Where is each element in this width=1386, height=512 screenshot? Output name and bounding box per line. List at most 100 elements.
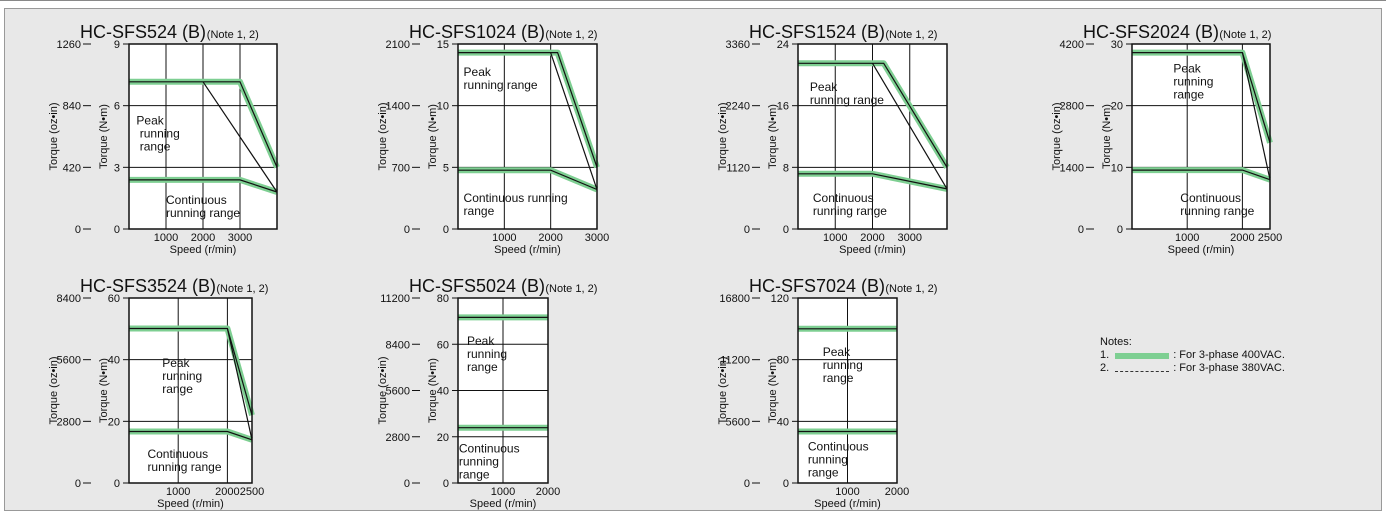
chart-1-y-axis-title-nm: Torque (N•m) xyxy=(98,104,110,169)
chart-3-drop-line-380vac xyxy=(871,62,948,190)
chart-2-x-tick-label-1: 2000 xyxy=(538,232,562,244)
chart-2-series-continuous-380vac xyxy=(458,169,598,191)
chart-5-y-tick-label-2: 40 xyxy=(108,355,120,367)
chart-5-series-peak-380vac xyxy=(129,327,253,416)
chart-4-continuous-region-label: Continuous running range xyxy=(1180,191,1254,218)
chart-6-y-axis-title-ozin: Torque (oz•in) xyxy=(377,356,389,424)
chart-1-series-peak-380vac xyxy=(129,81,278,168)
note-item-1-text: : For 3-phase 400VAC. xyxy=(1173,349,1285,361)
chart-7-note: (Note 1, 2) xyxy=(885,283,937,295)
legend-swatch-380vac xyxy=(1115,371,1170,372)
chart-3-title: HC-SFS1524 (B) xyxy=(749,22,885,42)
chart-2-oz-tick-label-0: 0 xyxy=(404,224,410,236)
chart-5-x-tick-label-2: 2500 xyxy=(240,486,264,498)
chart-1-oz-tick-label-1: 420 xyxy=(63,162,81,174)
chart-7-x-tick-label-1: 2000 xyxy=(885,486,909,498)
chart-4-x-axis-title: Speed (r/min) xyxy=(1168,244,1235,256)
chart-6-oz-tick-label-4: 11200 xyxy=(380,293,410,305)
chart-3-x-tick-label-1: 2000 xyxy=(860,232,884,244)
chart-5-y-tick-label-0: 0 xyxy=(114,478,120,490)
chart-6-y-tick-label-0: 0 xyxy=(443,478,449,490)
chart-6-oz-tick-label-0: 0 xyxy=(404,478,410,490)
chart-2-series-peak-380vac xyxy=(458,51,598,168)
chart-1-title: HC-SFS524 (B) xyxy=(80,22,206,42)
chart-7-continuous-region-label: Continuous running range xyxy=(808,439,869,479)
chart-1-y-tick-label-1: 3 xyxy=(114,162,120,174)
note-item-2-number: 2. xyxy=(1100,362,1110,374)
chart-3-y-tick-label-1: 8 xyxy=(783,162,789,174)
chart-5-y-tick-label-3: 60 xyxy=(108,293,120,305)
chart-3-y-tick-label-0: 0 xyxy=(783,224,789,236)
chart-1-x-tick-label-2: 3000 xyxy=(228,232,252,244)
chart-3-series-peak-380vac xyxy=(798,62,948,168)
chart-4-y-tick-label-3: 30 xyxy=(1111,39,1123,51)
chart-2-y-axis-title-ozin: Torque (oz•in) xyxy=(377,102,389,170)
chart-4-y-tick-label-2: 20 xyxy=(1111,101,1123,113)
chart-1-y-tick-label-2: 6 xyxy=(114,101,120,113)
chart-4-plot-border xyxy=(1131,43,1271,230)
chart-6-y-axis-title-nm: Torque (N•m) xyxy=(427,358,439,423)
chart-2-y-axis-title-nm: Torque (N•m) xyxy=(427,104,439,169)
chart-5-title: HC-SFS3524 (B) xyxy=(80,276,216,296)
chart-4-y-axis-title-ozin: Torque (oz•in) xyxy=(1051,102,1063,170)
chart-2-y-tick-label-0: 0 xyxy=(443,224,449,236)
chart-6-oz-tick-label-3: 8400 xyxy=(386,339,410,351)
chart-3-oz-tick-label-2: 2240 xyxy=(726,101,750,113)
chart-6-y-tick-label-4: 80 xyxy=(437,293,449,305)
chart-7-y-tick-label-2: 80 xyxy=(777,355,789,367)
chart-7-y-tick-label-3: 120 xyxy=(771,293,789,305)
chart-3-oz-tick-label-1: 1120 xyxy=(726,162,750,174)
chart-5-y-axis-title-nm: Torque (N•m) xyxy=(98,358,110,423)
chart-6-y-tick-label-2: 40 xyxy=(437,386,449,398)
chart-1-x-tick-label-1: 2000 xyxy=(191,232,215,244)
chart-1-drop-line-380vac xyxy=(202,81,278,193)
chart-1-continuous-region-label: Continuous running range xyxy=(166,193,240,220)
chart-3-continuous-region-label: Continuous running range xyxy=(813,191,887,218)
chart-2-peak-region-label: Peak running range xyxy=(464,65,538,92)
chart-3-plot-border xyxy=(797,43,948,230)
chart-3-y-axis-title-ozin: Torque (oz•in) xyxy=(717,102,729,170)
chart-6-y-tick-label-1: 20 xyxy=(437,432,449,444)
chart-2-drop-line-380vac xyxy=(550,52,598,190)
chart-2-y-tick-label-2: 10 xyxy=(437,101,449,113)
chart-7-y-tick-label-0: 0 xyxy=(783,478,789,490)
note-item-1-number: 1. xyxy=(1100,349,1110,361)
chart-5-x-axis-title: Speed (r/min) xyxy=(157,498,224,510)
chart-1-y-axis-title-ozin: Torque (oz•in) xyxy=(48,102,60,170)
chart-5-oz-tick-label-2: 5600 xyxy=(57,355,81,367)
chart-4-drop-line-380vac xyxy=(1241,52,1271,180)
chart-2-oz-tick-label-1: 700 xyxy=(392,162,410,174)
chart-4-y-tick-label-1: 10 xyxy=(1111,162,1123,174)
chart-4-series-peak-380vac xyxy=(1132,51,1271,143)
note-item-2-text: : For 3-phase 380VAC. xyxy=(1173,362,1285,374)
chart-5-peak-region-label: Peak running range xyxy=(162,356,202,396)
notes-legend: Notes: 1. : For 3-phase 400VAC. 2. : For… xyxy=(1100,336,1285,375)
chart-5-series-continuous-380vac xyxy=(129,430,253,441)
chart-4-y-axis-title-nm: Torque (N•m) xyxy=(1101,104,1113,169)
chart-1-note: (Note 1, 2) xyxy=(207,29,259,41)
legend-swatch-400vac xyxy=(1115,352,1170,359)
chart-4-x-tick-label-1: 2000 xyxy=(1230,232,1254,244)
chart-4-y-tick-label-0: 0 xyxy=(1117,224,1123,236)
chart-7-oz-tick-label-0: 0 xyxy=(744,478,750,490)
chart-2-oz-tick-label-3: 2100 xyxy=(386,39,410,51)
chart-3-oz-tick-label-0: 0 xyxy=(744,224,750,236)
chart-6-peak-region-label: Peak running range xyxy=(467,334,507,374)
chart-4-oz-tick-label-0: 0 xyxy=(1078,224,1084,236)
chart-2-x-tick-label-2: 3000 xyxy=(585,232,609,244)
chart-4-series-continuous-380vac xyxy=(1132,169,1271,181)
chart-7-oz-tick-label-3: 16800 xyxy=(719,293,750,305)
chart-4-title: HC-SFS2024 (B) xyxy=(1083,22,1219,42)
chart-1-oz-tick-label-3: 1260 xyxy=(57,39,81,51)
chart-7-x-tick-label-0: 1000 xyxy=(835,486,859,498)
chart-6-x-tick-label-0: 1000 xyxy=(491,486,515,498)
chart-4-oz-tick-label-1: 1400 xyxy=(1060,162,1084,174)
chart-5-continuous-region-label: Continuous running range xyxy=(147,447,221,474)
chart-1-y-tick-label-0: 0 xyxy=(114,224,120,236)
chart-3-x-tick-label-0: 1000 xyxy=(823,232,847,244)
chart-3-y-tick-label-3: 24 xyxy=(777,39,789,51)
chart-5-x-tick-label-1: 2000 xyxy=(215,486,239,498)
chart-6-note: (Note 1, 2) xyxy=(545,283,597,295)
